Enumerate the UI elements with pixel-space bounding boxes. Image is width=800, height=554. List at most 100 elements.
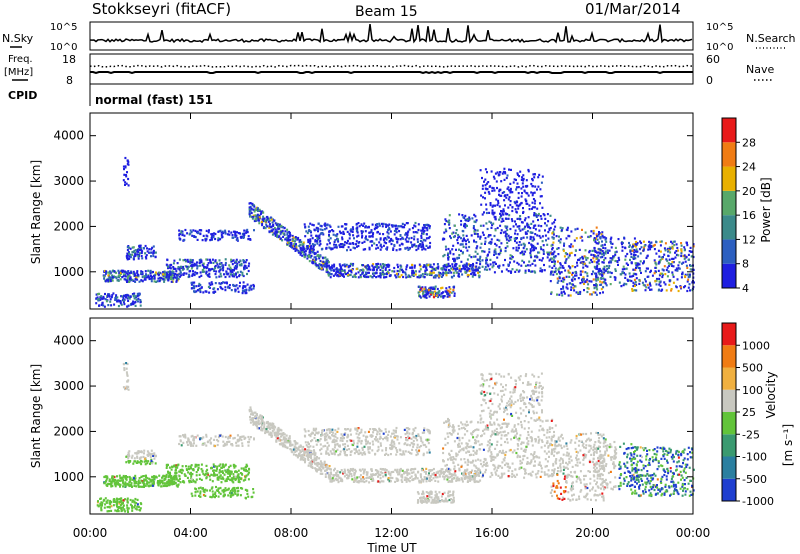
range-cell bbox=[153, 275, 156, 278]
range-cell bbox=[476, 233, 479, 236]
range-cell bbox=[160, 485, 163, 488]
range-cell bbox=[227, 440, 230, 443]
range-cell bbox=[186, 468, 188, 471]
range-cell bbox=[371, 276, 374, 279]
range-cell bbox=[154, 273, 157, 276]
range-cell bbox=[119, 302, 122, 305]
range-cell bbox=[106, 506, 109, 509]
range-cell bbox=[166, 258, 169, 262]
range-cell bbox=[266, 225, 269, 228]
range-cell bbox=[418, 285, 421, 288]
range-cell bbox=[314, 252, 317, 255]
range-cell bbox=[583, 289, 585, 292]
range-cell bbox=[423, 226, 426, 229]
range-cell bbox=[323, 228, 326, 231]
range-cell bbox=[509, 254, 512, 257]
range-cell bbox=[219, 463, 222, 466]
range-cell bbox=[140, 450, 143, 453]
range-cell bbox=[198, 275, 201, 279]
range-cell bbox=[508, 196, 511, 199]
range-cell bbox=[515, 178, 517, 182]
range-cell bbox=[344, 271, 346, 274]
range-cell bbox=[567, 265, 570, 268]
range-cell bbox=[671, 257, 674, 260]
range-cell bbox=[142, 455, 145, 458]
range-cell bbox=[687, 276, 690, 279]
range-cell bbox=[419, 243, 422, 246]
range-cell bbox=[463, 239, 466, 242]
range-cell bbox=[321, 264, 324, 267]
range-cell bbox=[629, 275, 631, 278]
range-cell bbox=[155, 476, 158, 479]
range-cell bbox=[316, 236, 319, 239]
range-cell bbox=[404, 247, 407, 250]
range-cell bbox=[219, 229, 222, 232]
range-cell bbox=[162, 484, 165, 488]
range-cell bbox=[239, 494, 242, 497]
range-cell bbox=[244, 266, 247, 269]
range-cell bbox=[241, 232, 244, 235]
range-cell bbox=[404, 273, 407, 276]
range-cell bbox=[190, 492, 193, 495]
range-cell bbox=[677, 249, 679, 252]
range-cell bbox=[447, 247, 450, 251]
range-cell bbox=[234, 475, 237, 478]
range-cell bbox=[204, 266, 207, 269]
range-cell bbox=[307, 225, 310, 228]
range-cell bbox=[540, 195, 543, 198]
range-cell bbox=[246, 283, 249, 286]
range-cell bbox=[217, 237, 220, 240]
range-cell bbox=[643, 248, 645, 251]
range-cell bbox=[141, 485, 144, 488]
range-cell bbox=[592, 229, 595, 233]
range-cell bbox=[241, 289, 244, 293]
range-cell bbox=[275, 223, 278, 226]
range-cell bbox=[244, 469, 247, 472]
range-cell bbox=[532, 192, 535, 195]
range-cell bbox=[148, 481, 151, 484]
range-cell bbox=[248, 208, 251, 211]
range-cell bbox=[611, 258, 614, 261]
range-cell bbox=[406, 231, 409, 234]
range-cell bbox=[445, 230, 448, 233]
range-cell bbox=[329, 276, 332, 279]
range-cell bbox=[311, 223, 314, 226]
range-cell bbox=[394, 227, 397, 230]
range-cell bbox=[405, 236, 408, 239]
range-cell bbox=[498, 266, 501, 269]
range-cell bbox=[409, 266, 412, 269]
range-cell bbox=[465, 240, 467, 243]
range-cell bbox=[554, 260, 556, 263]
range-cell bbox=[564, 252, 567, 255]
range-cell bbox=[146, 462, 149, 465]
range-cell bbox=[191, 274, 194, 277]
range-cell bbox=[231, 479, 234, 483]
range-cell bbox=[241, 271, 244, 274]
range-cell bbox=[634, 268, 637, 271]
range-cell bbox=[422, 245, 425, 248]
range-cell bbox=[488, 192, 491, 195]
range-cell bbox=[132, 300, 135, 303]
range-cell bbox=[464, 224, 467, 227]
range-cell bbox=[150, 277, 153, 280]
range-cell bbox=[100, 507, 103, 510]
range-cell bbox=[636, 263, 639, 266]
range-cell bbox=[330, 269, 333, 272]
range-cell bbox=[510, 218, 513, 221]
range-cell bbox=[484, 191, 487, 194]
range-cell bbox=[190, 480, 193, 483]
range-cell bbox=[453, 294, 456, 297]
range-cell bbox=[442, 296, 445, 299]
nsky-panel: N.Sky 10^5 10^0 10^5 10^0 N.Search bbox=[2, 21, 796, 53]
range-cell bbox=[391, 270, 394, 273]
range-cell bbox=[210, 466, 213, 469]
range-cell bbox=[396, 263, 399, 266]
range-cell bbox=[375, 247, 378, 250]
range-cell bbox=[205, 272, 208, 275]
range-cell bbox=[406, 264, 409, 267]
range-cell bbox=[227, 487, 230, 490]
range-cell bbox=[260, 417, 263, 420]
range-cell bbox=[353, 247, 356, 250]
range-cell bbox=[524, 217, 527, 220]
range-cell bbox=[191, 265, 194, 268]
